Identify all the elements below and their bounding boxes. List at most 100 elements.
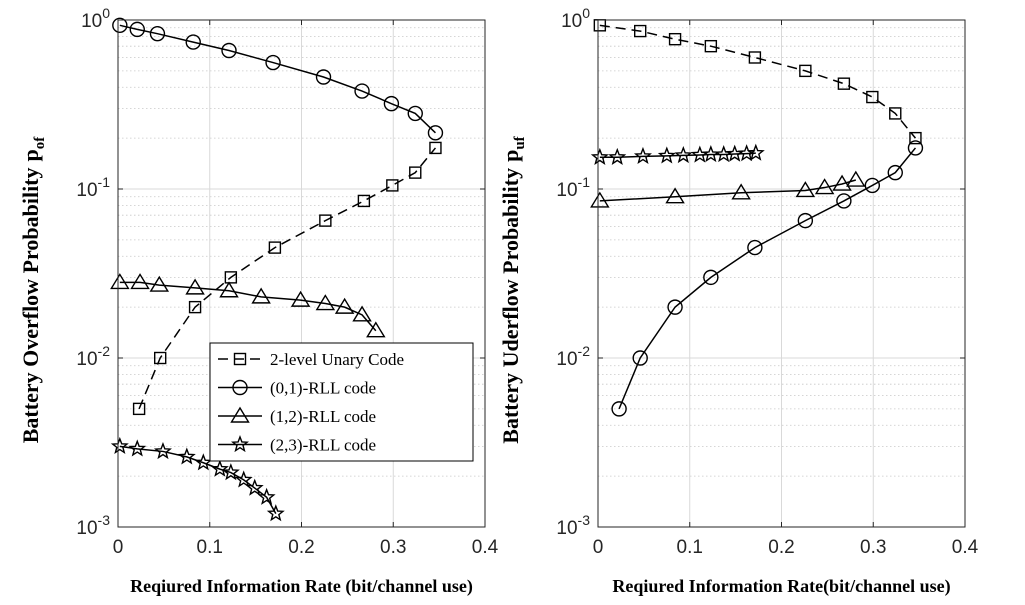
legend-label: 2-level Unary Code bbox=[270, 350, 404, 369]
triangle-marker bbox=[251, 287, 271, 304]
triangle-marker bbox=[315, 294, 336, 311]
triangle-marker bbox=[731, 183, 751, 200]
square-marker bbox=[268, 241, 282, 254]
y-tick-label: 10-2 bbox=[556, 343, 590, 370]
star-marker bbox=[608, 147, 627, 165]
square-marker bbox=[909, 131, 922, 145]
y-tick-label: 100 bbox=[81, 5, 110, 32]
x-tick-label: 0 bbox=[593, 537, 604, 558]
star-marker bbox=[177, 447, 196, 465]
star-marker bbox=[674, 145, 693, 164]
series-line bbox=[138, 147, 437, 410]
y-tick-label: 10-3 bbox=[556, 512, 590, 539]
circle-marker bbox=[407, 105, 423, 122]
circle-marker bbox=[747, 239, 763, 256]
legend: 2-level Unary Code (0,1)-RLL code (1,2)-RL… bbox=[209, 342, 474, 462]
y-tick-exponent: 0 bbox=[102, 5, 110, 21]
circle-marker bbox=[354, 83, 370, 99]
triangle-marker bbox=[814, 178, 835, 195]
legend-label: (0,1)-RLL code bbox=[270, 379, 376, 398]
square-marker bbox=[224, 271, 238, 284]
legend-square-marker bbox=[233, 352, 247, 366]
y-tick-label: 10-3 bbox=[76, 512, 110, 539]
circle-marker bbox=[427, 125, 444, 141]
x-tick-label: 0.4 bbox=[952, 537, 979, 558]
y-axis-label: Battery Uderflow Probability puf bbox=[498, 135, 528, 443]
circle-marker bbox=[112, 17, 128, 34]
legend-label: (1,2)-RLL code bbox=[270, 407, 376, 426]
square-marker bbox=[319, 214, 332, 227]
star-marker bbox=[633, 146, 652, 165]
star-marker bbox=[234, 470, 253, 488]
star-marker bbox=[657, 146, 676, 164]
series-circle bbox=[611, 140, 924, 417]
y-tick-exponent: -1 bbox=[98, 174, 111, 190]
star-marker bbox=[194, 453, 213, 471]
square-marker bbox=[889, 107, 902, 120]
circle-marker bbox=[149, 25, 166, 42]
circle-marker bbox=[907, 140, 924, 156]
star-marker bbox=[257, 487, 276, 505]
star-marker bbox=[266, 504, 285, 522]
series-star bbox=[110, 436, 285, 522]
legend-box bbox=[209, 342, 474, 462]
circle-marker bbox=[667, 299, 683, 315]
circle-marker bbox=[221, 42, 237, 59]
square-marker bbox=[837, 77, 851, 90]
x-tick-label: 0.3 bbox=[380, 537, 406, 558]
y-tick-exponent: 0 bbox=[582, 5, 590, 21]
x-axis-label: Reqiured Information Rate (bit/channel u… bbox=[130, 576, 473, 597]
y-tick-base: 10 bbox=[556, 180, 577, 201]
y-tick-base: 10 bbox=[561, 11, 582, 32]
legend-item: (0,1)-RLL code bbox=[218, 379, 376, 398]
x-tick-label: 0.4 bbox=[472, 537, 499, 558]
square-marker bbox=[429, 141, 442, 155]
legend-item: (2,3)-RLL code bbox=[218, 435, 376, 455]
triangle-marker bbox=[110, 273, 130, 290]
series-square bbox=[593, 19, 922, 145]
x-tick-label: 0.2 bbox=[768, 537, 794, 558]
y-axis-label-p: p bbox=[498, 150, 523, 162]
legend-item: 2-level Unary Code bbox=[218, 350, 404, 369]
circle-marker bbox=[836, 193, 852, 209]
y-tick-base: 10 bbox=[81, 11, 102, 32]
legend-triangle-marker bbox=[230, 406, 250, 423]
circle-marker bbox=[797, 212, 814, 229]
circle-marker bbox=[632, 350, 648, 366]
y-tick-label: 10-2 bbox=[76, 343, 110, 370]
square-marker bbox=[748, 51, 762, 64]
square-marker bbox=[386, 179, 399, 192]
y-axis-label-subscript: of bbox=[32, 136, 48, 150]
y-tick-exponent: -2 bbox=[578, 343, 591, 359]
y-tick-exponent: -1 bbox=[578, 174, 591, 190]
legend-circle-marker bbox=[232, 379, 248, 396]
star-marker bbox=[210, 459, 229, 477]
y-tick-base: 10 bbox=[556, 518, 577, 539]
circle-marker bbox=[129, 21, 145, 38]
circle-marker bbox=[315, 69, 332, 85]
square-marker bbox=[704, 39, 718, 53]
x-tick-label: 0.1 bbox=[677, 537, 703, 558]
y-tick-exponent: -3 bbox=[98, 512, 111, 528]
triangle-marker bbox=[590, 191, 610, 208]
y-tick-base: 10 bbox=[76, 180, 97, 201]
triangle-marker bbox=[795, 181, 816, 198]
star-marker bbox=[110, 436, 129, 455]
x-tick-label: 0.3 bbox=[860, 537, 886, 558]
star-marker bbox=[746, 143, 765, 161]
triangle-marker bbox=[334, 297, 355, 314]
triangle-marker bbox=[665, 187, 685, 204]
y-tick-base: 10 bbox=[76, 518, 97, 539]
series-circle bbox=[112, 17, 444, 141]
star-marker bbox=[153, 441, 172, 460]
circle-marker bbox=[185, 34, 201, 50]
square-marker bbox=[132, 402, 146, 416]
y-tick-base: 10 bbox=[556, 349, 577, 370]
x-tick-label: 0.2 bbox=[288, 537, 314, 558]
series-star bbox=[590, 143, 765, 165]
series-triangle bbox=[110, 273, 386, 338]
y-axis-label-text: Battery Overflow Probability bbox=[18, 167, 43, 443]
triangle-marker bbox=[352, 305, 372, 322]
triangle-marker bbox=[366, 321, 386, 338]
